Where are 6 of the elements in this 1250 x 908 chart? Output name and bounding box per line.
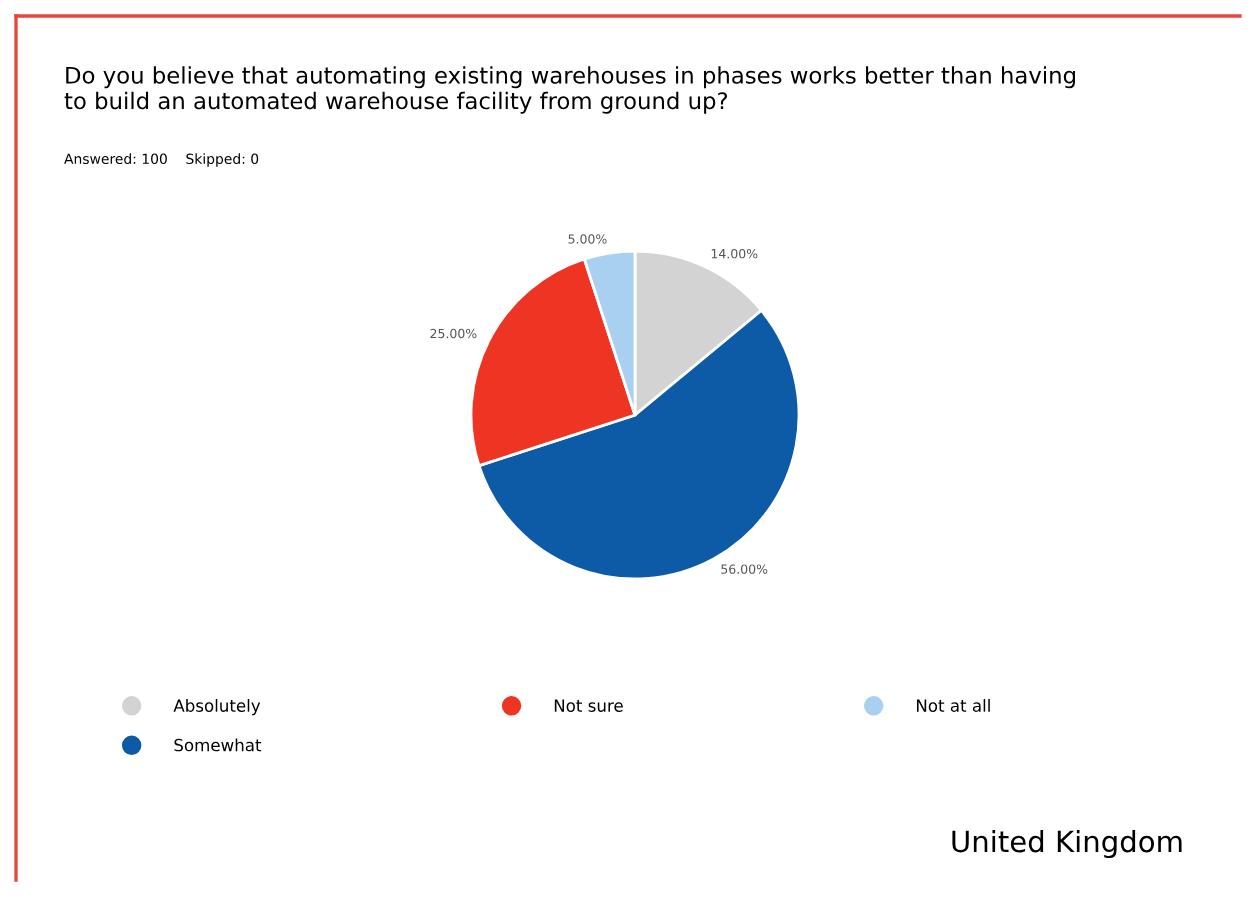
legend-label: Absolutely — [173, 699, 261, 716]
text: United Kingdom — [952, 829, 1182, 859]
legend-label: Somewhat — [174, 738, 262, 752]
chart-title: Do you believe that automating existing warehouses in phases works better than having to build an automated warehouse facility from ground up? — [64, 66, 1075, 114]
legend-label: Not at all — [916, 699, 990, 712]
legend-label: Not sure — [554, 699, 623, 712]
